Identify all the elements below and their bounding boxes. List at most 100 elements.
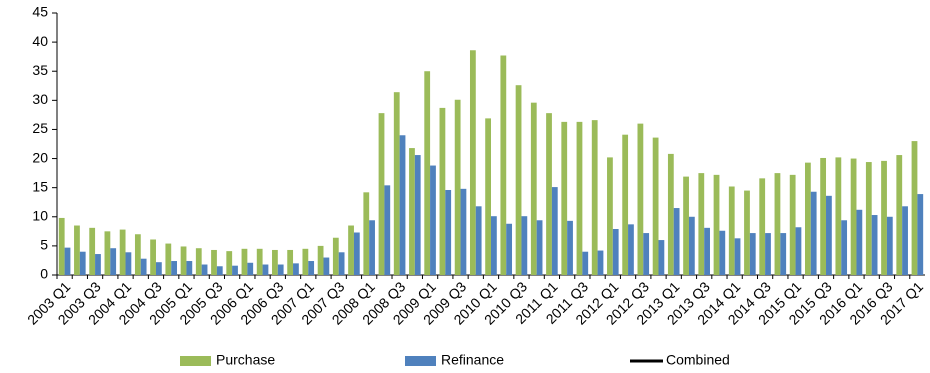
- bar: [323, 257, 330, 275]
- bar: [536, 220, 543, 275]
- bar: [241, 248, 248, 275]
- bar: [256, 248, 263, 275]
- bar: [74, 225, 80, 275]
- bar: [226, 251, 233, 275]
- bar: [104, 231, 111, 275]
- bar: [460, 188, 467, 275]
- bar: [338, 252, 345, 275]
- legend-label: Purchase: [216, 352, 275, 368]
- bar: [546, 113, 552, 276]
- bar: [348, 225, 354, 275]
- bar: [749, 233, 756, 275]
- bar: [865, 162, 872, 275]
- bar: [810, 191, 817, 275]
- y-tick-label: 40: [32, 33, 48, 49]
- bar: [628, 224, 634, 275]
- bar: [871, 215, 878, 275]
- y-tick-label: 0: [40, 266, 48, 282]
- bar: [652, 137, 659, 275]
- bar: [734, 238, 741, 275]
- bar: [612, 229, 619, 275]
- bar: [789, 174, 796, 275]
- bar: [287, 249, 294, 275]
- bar: [506, 223, 513, 275]
- bar: [704, 227, 710, 275]
- bar: [643, 233, 650, 275]
- bar: [454, 99, 461, 275]
- bar: [186, 261, 193, 275]
- bar: [805, 162, 811, 275]
- bar: [171, 261, 177, 275]
- bar: [353, 232, 360, 275]
- bar: [195, 248, 202, 275]
- bar: [673, 208, 680, 275]
- bar: [820, 157, 827, 275]
- bar: [576, 121, 583, 276]
- bar: [430, 165, 436, 275]
- bar: [759, 178, 766, 275]
- y-tick-label: 15: [32, 178, 48, 194]
- bar: [658, 240, 665, 275]
- bar: [841, 220, 848, 275]
- bar: [826, 195, 832, 275]
- bar: [881, 160, 887, 275]
- bar: [491, 216, 497, 275]
- bar: [850, 158, 857, 275]
- bar: [317, 245, 324, 275]
- bar: [302, 248, 309, 275]
- bar: [155, 262, 162, 275]
- legend-label: Combined: [666, 352, 730, 368]
- bar: [521, 216, 528, 275]
- bar: [64, 247, 71, 275]
- bar: [561, 121, 568, 276]
- bar: [308, 261, 315, 275]
- bar: [917, 194, 924, 275]
- bar: [79, 251, 86, 275]
- bar: [667, 153, 674, 275]
- legend-swatch: [405, 356, 436, 366]
- bar: [180, 246, 187, 275]
- y-tick-label: 35: [32, 62, 48, 78]
- bar: [896, 155, 903, 275]
- bar: [140, 258, 147, 275]
- bar: [89, 227, 96, 275]
- bar: [475, 206, 482, 275]
- bar: [378, 113, 385, 276]
- bar: [530, 102, 537, 275]
- bar: [622, 134, 629, 275]
- bar: [165, 243, 172, 275]
- bar: [232, 265, 238, 275]
- bar: [835, 157, 842, 275]
- bar: [414, 155, 421, 275]
- bar: [424, 71, 431, 275]
- bar: [445, 189, 452, 275]
- bar: [110, 248, 117, 275]
- bar: [774, 173, 781, 275]
- bar: [485, 118, 491, 275]
- bar: [683, 176, 689, 275]
- bar: [688, 216, 695, 275]
- bar: [363, 192, 370, 275]
- bar: [332, 237, 339, 275]
- bar: [119, 229, 126, 275]
- bar: [780, 233, 787, 275]
- bar: [399, 135, 406, 275]
- bar: [211, 249, 217, 275]
- bar: [369, 220, 375, 275]
- bar: [902, 206, 908, 275]
- y-tick-label: 10: [32, 207, 48, 223]
- bar: [58, 217, 65, 275]
- bar: [698, 173, 705, 275]
- bar: [728, 186, 735, 275]
- bar: [150, 239, 156, 275]
- bar: [582, 251, 589, 275]
- y-tick-label: 20: [32, 149, 48, 165]
- bar: [713, 174, 720, 275]
- bar: [272, 249, 278, 275]
- bar: [886, 216, 893, 275]
- bar: [262, 264, 269, 275]
- bar: [719, 230, 726, 275]
- bar: [607, 157, 613, 275]
- bar: [500, 55, 507, 275]
